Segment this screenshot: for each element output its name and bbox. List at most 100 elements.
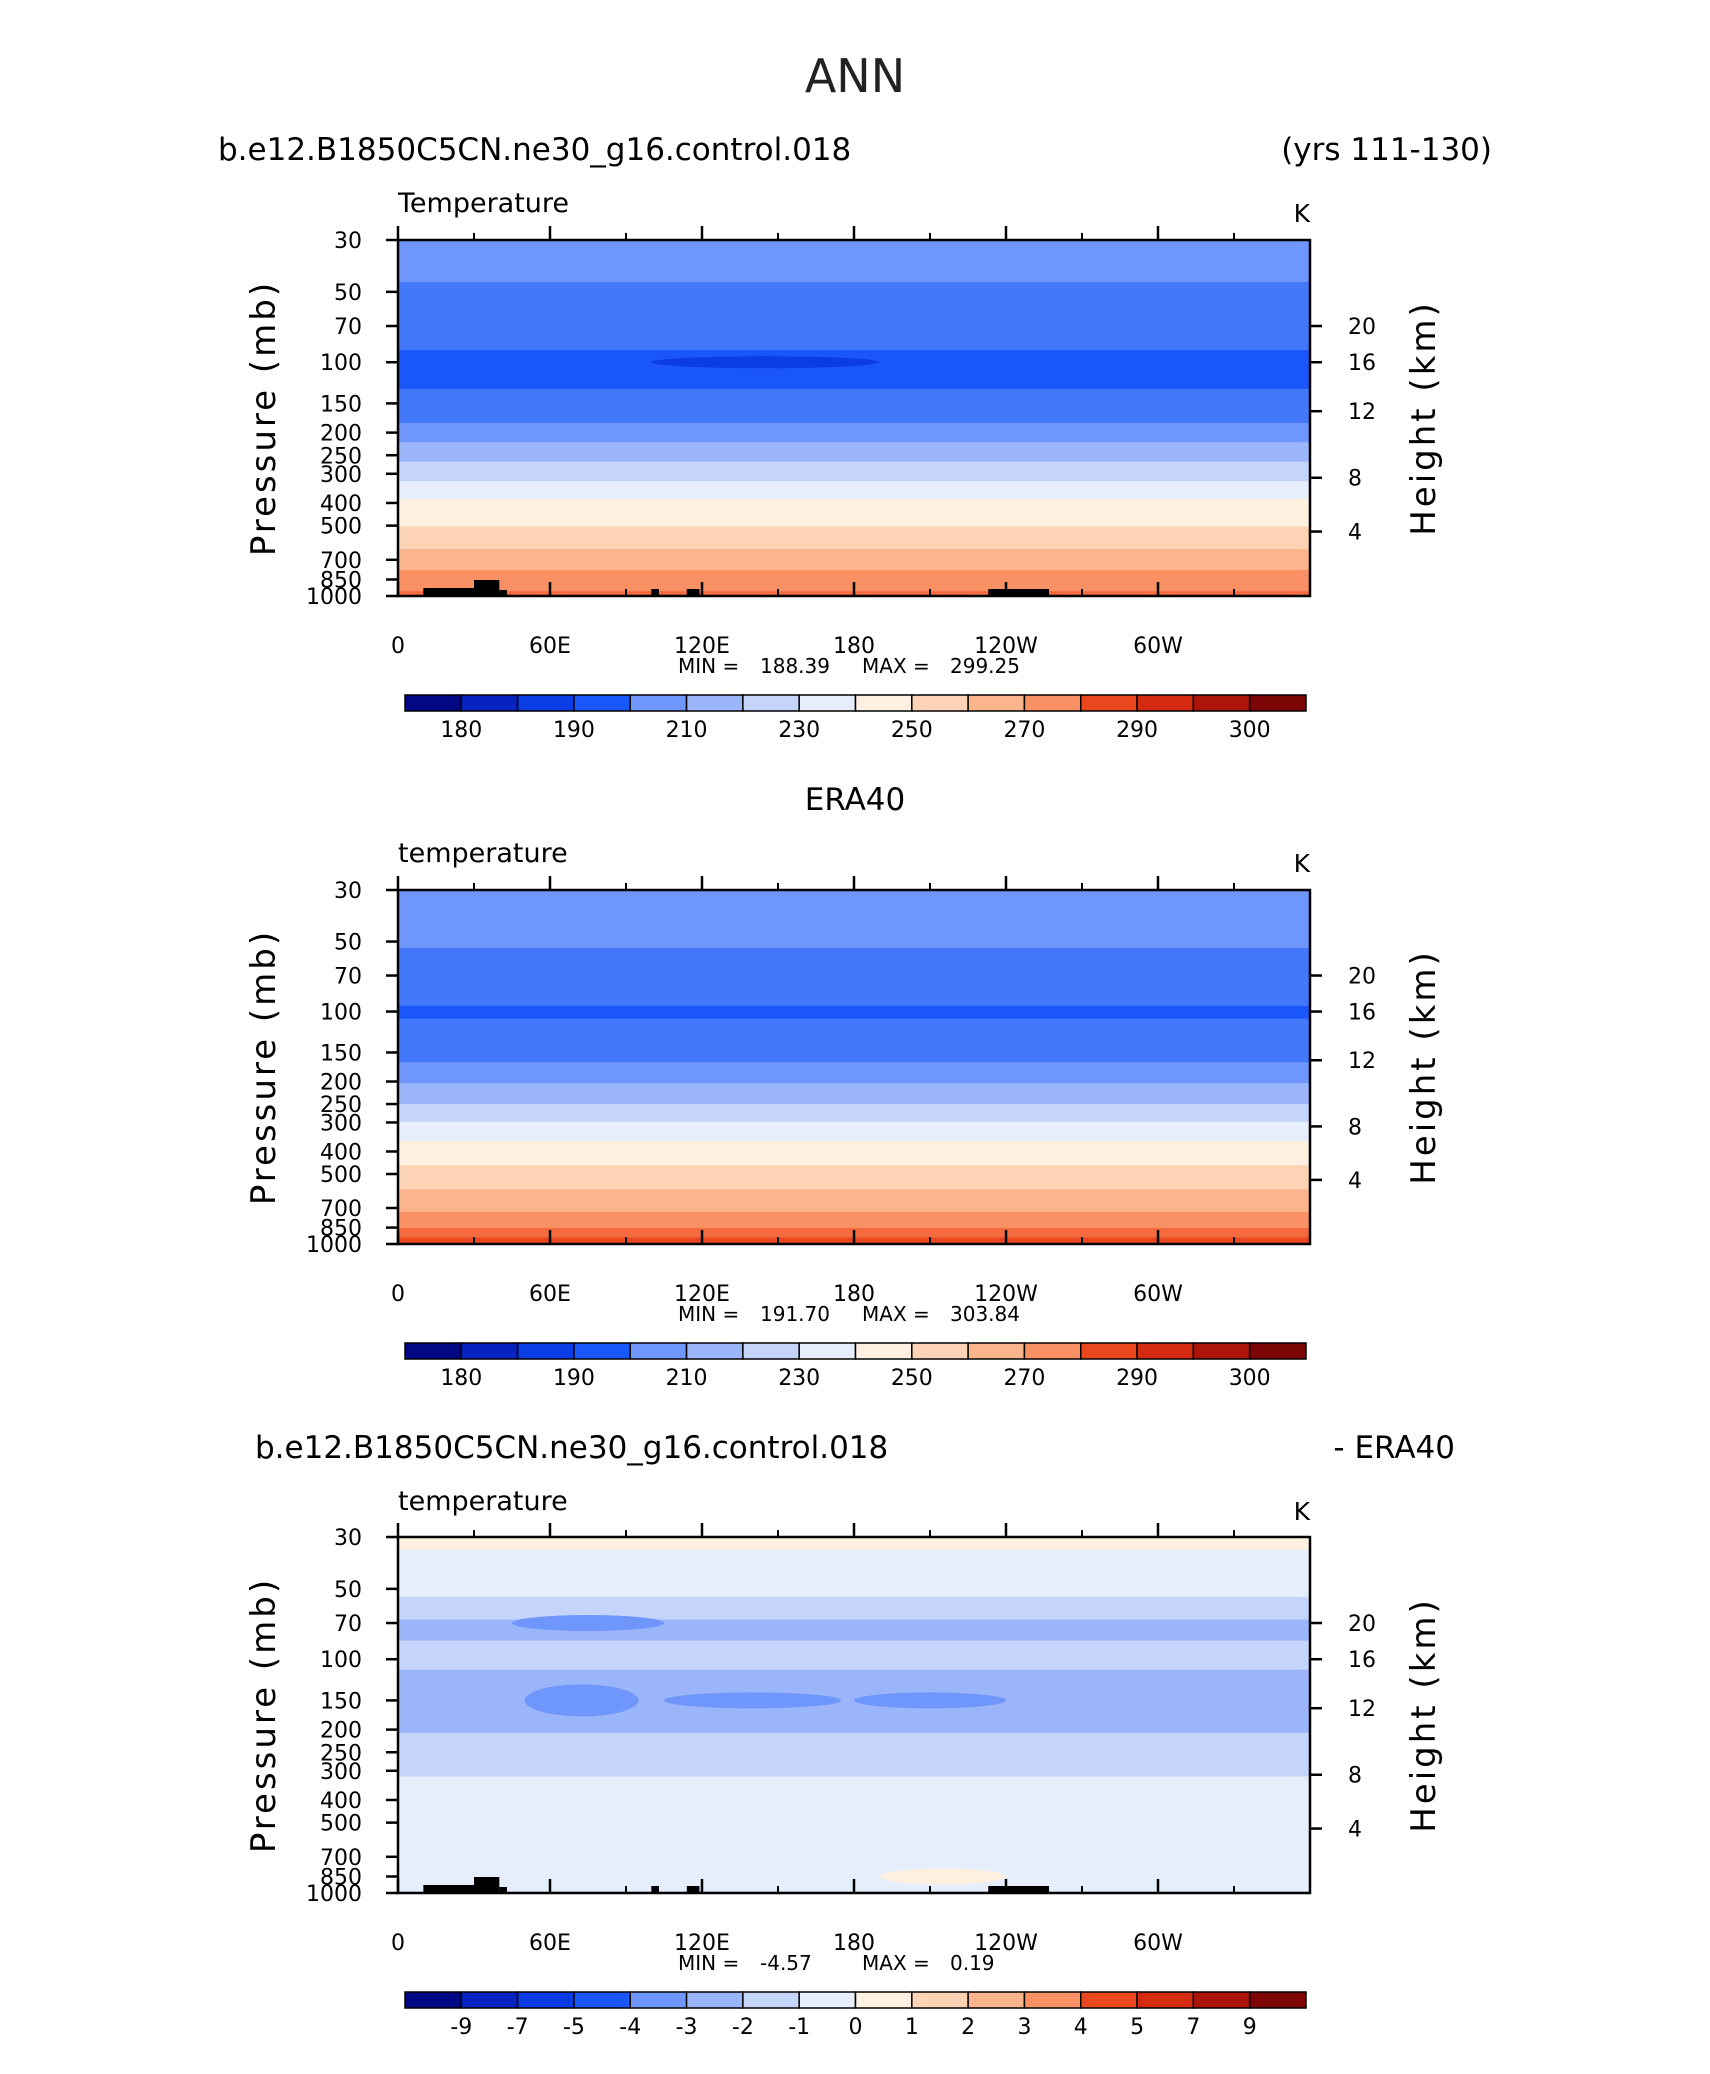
colorbar-segment [1248,694,1307,712]
contour-band [398,1816,1310,1820]
x-tick-label: 180 [833,1931,875,1956]
colorbar-segment [1192,694,1251,712]
contour-band [398,1150,1310,1153]
contour-band [398,1804,1310,1807]
contour-band [398,927,1310,930]
contour-band [398,1121,1310,1124]
heatmap-field [398,240,1310,596]
contour-band [398,1115,1310,1118]
contour-band [398,482,1310,485]
contour-band [398,1739,1310,1742]
contour-band [398,984,1310,988]
panel-variable-label: temperature [398,838,568,869]
contour-band [398,1865,1310,1868]
contour-band [398,1829,1310,1833]
contour-band [398,332,1310,335]
panel-units-label: K [1294,849,1311,878]
contour-band [398,455,1310,458]
panel-units-label: K [1294,199,1311,228]
contour-band [398,1757,1310,1760]
contour-band [398,1598,1310,1601]
colorbar-segment [1136,1991,1195,2009]
contour-band [398,1194,1310,1197]
contour-band [398,375,1310,379]
contour-band [398,1723,1310,1726]
contour-band [398,1042,1310,1046]
contour-band [398,957,1310,960]
contour-band [398,1004,1310,1007]
contour-band [398,1716,1310,1719]
contour-band [398,1729,1310,1732]
contour-band [398,1736,1310,1739]
contour-band [398,298,1310,301]
contour-band [398,384,1310,387]
contour-band [398,571,1310,574]
contour-band [398,1129,1310,1132]
y2-tick-label: 4 [1348,1169,1362,1194]
y-tick-label: 50 [334,281,362,306]
contour-band [398,338,1310,341]
y-axis-label: Pressure (mb) [244,1577,284,1853]
contour-band [398,902,1310,906]
colorbar-segment [573,1342,631,1360]
contour-band [398,296,1310,299]
contour-band [398,246,1310,249]
contour-band [398,970,1310,973]
y2-tick-label: 4 [1348,521,1362,546]
anomaly-contour [879,1868,1007,1885]
contour-band [398,456,1310,460]
contour-band [398,550,1310,553]
contour-band [398,1026,1310,1029]
contour-band [398,1213,1310,1216]
contour-band [398,1668,1310,1671]
contour-band [398,1097,1310,1100]
contour-band [398,574,1310,578]
contour-band [398,563,1310,566]
contour-band [398,481,1310,484]
contour-band [398,573,1310,576]
contour-band [398,997,1310,1001]
contour-band [398,1692,1310,1695]
contour-band [398,353,1310,356]
x-tick-label: 0 [391,634,405,659]
contour-band [398,369,1310,372]
contour-band [398,1695,1310,1698]
contour-band [398,1007,1310,1010]
contour-band [398,994,1310,997]
contour-band [398,516,1310,519]
y2-axis-label: Height (km) [1404,1597,1444,1833]
contour-band [398,1700,1310,1703]
contour-band [398,1583,1310,1587]
contour-band [398,424,1310,427]
topography-mask [686,1886,700,1893]
contour-band [398,1585,1310,1588]
contour-band [398,1001,1310,1004]
contour-band [398,1058,1310,1062]
colorbar-segment [798,1991,857,2009]
contour-band [398,269,1310,272]
contour-band [398,1218,1310,1221]
contour-band [398,1195,1310,1198]
contour-band [398,1153,1310,1157]
contour-band [398,312,1310,316]
contour-band [398,1847,1310,1850]
contour-band [398,1147,1310,1150]
colorbar-segment [1248,1991,1307,2009]
contour-band [398,1760,1310,1763]
contour-band [398,1579,1310,1582]
contour-band [398,285,1310,288]
contour-band [398,1693,1310,1697]
contour-band [398,497,1310,500]
colorbar-segment [573,1991,631,2009]
contour-band [398,319,1310,322]
contour-band [398,304,1310,307]
contour-band [398,1128,1310,1131]
contour-band [398,1169,1310,1173]
contour-band [398,503,1310,506]
contour-band [398,1792,1310,1795]
contour-band [398,1057,1310,1060]
colorbar-label: 300 [1229,718,1271,743]
contour-band [398,1102,1310,1105]
contour-band [398,272,1310,275]
contour-band [398,1813,1310,1816]
